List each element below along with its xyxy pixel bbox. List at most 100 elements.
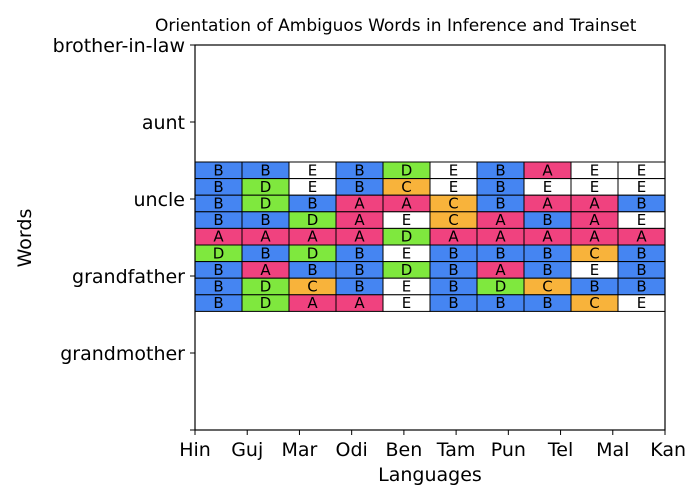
cell-label: D [495,278,507,296]
cell-label: B [448,244,458,262]
cell-label: B [495,294,505,312]
cell-label: B [354,178,364,196]
cell-label: B [636,195,646,213]
cell-label: B [354,261,364,279]
cell-label: D [401,261,413,279]
cell-label: B [636,278,646,296]
cell-label: A [495,228,506,246]
cell-label: A [542,195,553,213]
cell-label: B [213,161,223,179]
cell-label: B [213,211,223,229]
x-axis-label: Languages [378,464,482,486]
cell-label: D [260,278,272,296]
cell-label: D [401,161,413,179]
cell-label: B [354,244,364,262]
cell-label: E [402,244,411,262]
cell-label: B [448,261,458,279]
x-tick-label: Guj [231,439,263,461]
cell-label: B [542,294,552,312]
cell-label: A [401,195,412,213]
cell-label: E [637,211,646,229]
cell-label: E [637,161,646,179]
cell-label: A [636,228,647,246]
cell-label: A [307,294,318,312]
cell-label: E [402,278,411,296]
x-tick-label: Mal [596,439,629,461]
cell-label: E [637,178,646,196]
chart-title: Orientation of Ambiguos Words in Inferen… [155,16,637,36]
x-tick-label: Kan [650,439,686,461]
cell-label: C [589,294,599,312]
x-tick-label: Ben [385,439,422,461]
cell-label: A [589,211,600,229]
cell-label: C [307,278,317,296]
cell-label: B [495,195,505,213]
cell-label: D [260,195,272,213]
cell-label: B [260,211,270,229]
cell-label: B [213,278,223,296]
cell-label: B [495,178,505,196]
cell-label: C [448,195,458,213]
cell-label: B [354,161,364,179]
cell-label: E [449,161,458,179]
cell-label: D [260,178,272,196]
cell-label: B [213,261,223,279]
y-axis-label: Words [14,209,36,268]
cell-label: A [495,211,506,229]
cell-label: A [260,261,271,279]
cell-label: A [354,294,365,312]
cell-label: D [307,244,319,262]
cell-label: C [542,278,552,296]
cell-label: B [448,278,458,296]
x-tick-label: Mar [282,439,318,461]
cell-label: E [590,161,599,179]
cell-label: B [636,261,646,279]
cell-label: A [307,228,318,246]
cell-label: B [542,211,552,229]
y-tick-label: aunt [142,112,185,134]
cell-label: A [542,161,553,179]
cell-label: E [543,178,552,196]
x-tick-label: Odi [336,439,368,461]
cell-label: A [448,228,459,246]
cell-label: A [495,261,506,279]
x-tick-label: Tam [436,439,476,461]
cell-label: B [542,261,552,279]
cell-label: A [589,195,600,213]
cell-label: A [354,195,365,213]
x-tick-label: Tel [547,439,573,461]
plot-frame [194,44,666,431]
cell-label: A [542,228,553,246]
cell-label: A [589,228,600,246]
cell-label: D [213,244,225,262]
cell-label: B [307,195,317,213]
cell-label: B [542,244,552,262]
cell-label: E [402,211,411,229]
cell-label: B [354,278,364,296]
cell-label: D [307,211,319,229]
y-tick-label: brother-in-law [53,35,185,57]
cell-label: B [213,178,223,196]
cell-label: B [495,244,505,262]
cell-label: A [260,228,271,246]
cell-label: B [213,294,223,312]
x-tick-label: Hin [179,439,211,461]
cell-label: C [589,244,599,262]
cell-label: B [495,161,505,179]
cell-label: E [590,261,599,279]
cell-label: D [260,294,272,312]
y-axis-ticks: brother-in-law aunt uncle grandfather grandm… [53,35,195,431]
y-tick-label: grandmother [60,343,185,365]
cell-label: B [589,278,599,296]
cell-label: A [354,211,365,229]
cell-label: B [448,294,458,312]
y-tick-label: grandfather [72,266,185,288]
y-tick-label: uncle [134,189,186,211]
cell-label: B [213,195,223,213]
cell-label: A [213,228,224,246]
cell-label: E [590,178,599,196]
cell-label: E [637,294,646,312]
cell-label: E [308,161,317,179]
cell-label: C [448,211,458,229]
cell-label: D [401,228,413,246]
